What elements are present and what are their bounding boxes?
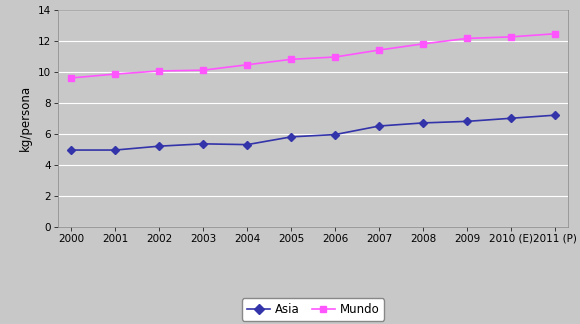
Asia: [155, 144, 162, 148]
Asia: [112, 148, 119, 152]
Asia: [288, 135, 295, 139]
Asia: [552, 113, 559, 117]
Y-axis label: kg/persona: kg/persona: [19, 85, 32, 151]
Asia: [200, 142, 206, 146]
Asia: [420, 121, 427, 125]
Mundo: [552, 32, 559, 36]
Mundo: [508, 35, 514, 39]
Mundo: [420, 42, 427, 46]
Asia: [508, 116, 514, 120]
Line: Mundo: Mundo: [68, 30, 559, 81]
Mundo: [288, 57, 295, 61]
Mundo: [376, 48, 383, 52]
Asia: [332, 133, 339, 136]
Mundo: [155, 69, 162, 73]
Mundo: [112, 72, 119, 76]
Mundo: [68, 76, 75, 80]
Legend: Asia, Mundo: Asia, Mundo: [242, 298, 385, 321]
Asia: [68, 148, 75, 152]
Mundo: [244, 63, 251, 67]
Line: Asia: Asia: [68, 112, 558, 153]
Asia: [244, 143, 251, 146]
Asia: [464, 120, 471, 123]
Mundo: [200, 68, 206, 72]
Mundo: [332, 55, 339, 59]
Mundo: [464, 37, 471, 40]
Asia: [376, 124, 383, 128]
